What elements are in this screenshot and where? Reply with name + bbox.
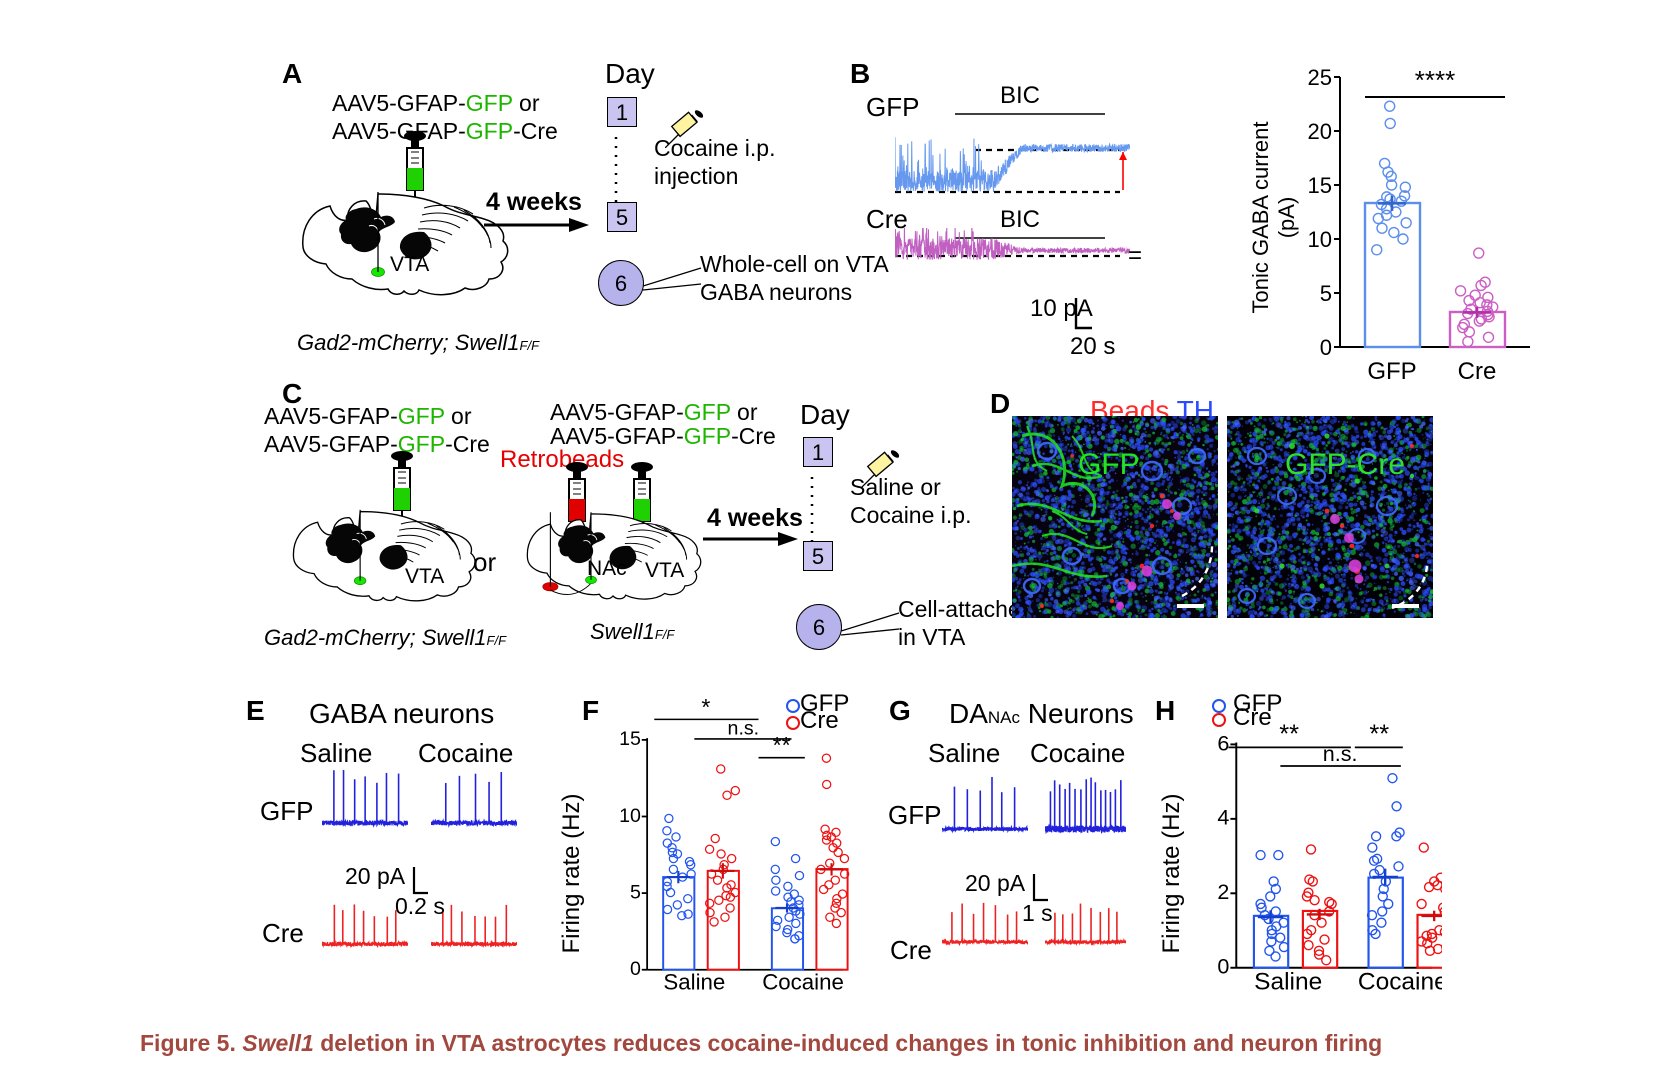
svg-text:GFP: GFP — [1078, 448, 1140, 481]
